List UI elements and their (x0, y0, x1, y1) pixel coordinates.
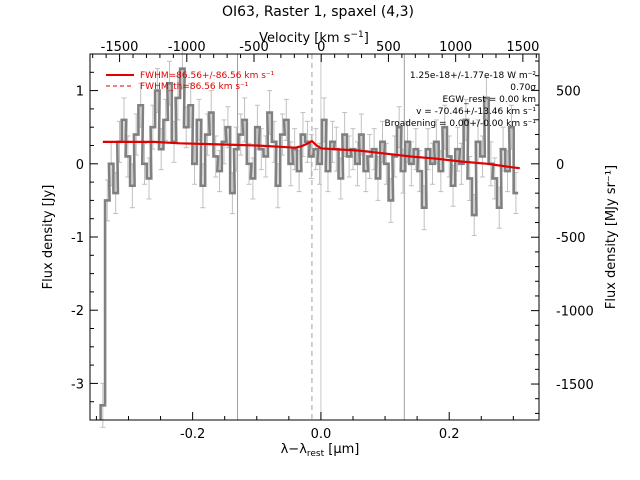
top-tick-label: 0 (317, 40, 325, 55)
top-tick-label: 500 (376, 40, 401, 55)
right-tick-label: 500 (556, 84, 581, 99)
right-tick-label: -1500 (556, 378, 594, 393)
annotation-velocity: v = -70.46+/-13.46 km s⁻¹ (416, 107, 536, 117)
velocity-tick-labels: -1500 -1000 -500 0 500 1000 1500 (101, 40, 540, 55)
x-tick-label: -0.2 (180, 427, 205, 442)
annotations: 1.25e-18+/-1.77e-18 W m⁻² 0.70σ EGW_rest… (385, 71, 537, 129)
reference-lines (237, 54, 405, 420)
legend-label-fwhm: FWHM=86.56+/-86.56 km s⁻¹ (140, 71, 275, 81)
fit-line (102, 139, 520, 170)
annotation-egw: EGW_rest = 0.00 km (443, 95, 536, 105)
y-axis-label: Flux density [Jy] (41, 185, 56, 290)
right-axis-label: Flux density [MJy sr⁻¹] (604, 165, 619, 309)
right-tick-label: 0 (556, 158, 564, 173)
x-tick-label: 0.0 (311, 427, 332, 442)
top-tick-label: 1500 (506, 40, 539, 55)
x-tick-label: 0.2 (439, 427, 460, 442)
y-tick-label: -1 (71, 231, 84, 246)
legend-label-fwhm-th: FWHM_th=86.56 km s⁻¹ (140, 82, 249, 92)
top-tick-label: 1000 (439, 40, 472, 55)
plot-frame (89, 53, 540, 421)
axis-ticks (90, 53, 539, 421)
x-axis-label: λ−λrest [μm] (281, 442, 360, 459)
annotation-broadening: Broadening = 0.00+/-0.00 km s⁻¹ (385, 119, 537, 129)
top-tick-label: -500 (239, 40, 269, 55)
right-tick-labels: 500 0 -500 -1000 -1500 (556, 84, 594, 393)
error-bars (100, 47, 519, 428)
annotation-sigma: 0.70σ (510, 83, 536, 93)
top-axis-label: Velocity [km s−1] (259, 30, 369, 46)
x-tick-labels: -0.2 0.0 0.2 (180, 427, 460, 442)
legend: FWHM=86.56+/-86.56 km s⁻¹ FWHM_th=86.56 … (106, 71, 275, 92)
right-tick-label: -500 (556, 231, 586, 246)
y-tick-label: 0 (76, 158, 84, 173)
y-tick-labels: -3 -2 -1 0 1 (71, 85, 84, 393)
right-tick-label: -1000 (556, 305, 594, 320)
top-tick-label: -1500 (101, 40, 139, 55)
fit-series (102, 139, 520, 170)
y-tick-label: -3 (71, 377, 84, 392)
chart-title: OI63, Raster 1, spaxel (4,3) (222, 4, 414, 20)
y-tick-label: -2 (71, 304, 84, 319)
y-tick-label: 1 (76, 85, 84, 100)
annotation-flux: 1.25e-18+/-1.77e-18 W m⁻² (410, 71, 537, 81)
top-tick-label: -1000 (168, 40, 206, 55)
